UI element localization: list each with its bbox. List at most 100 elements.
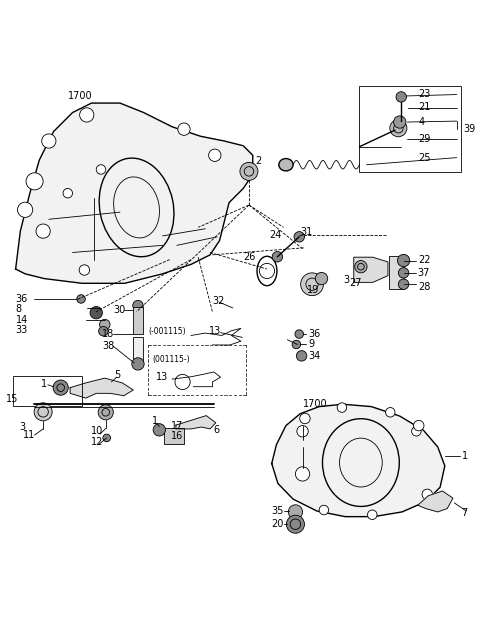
Text: 10: 10 xyxy=(91,426,103,436)
Polygon shape xyxy=(272,404,445,517)
Circle shape xyxy=(397,254,410,266)
Circle shape xyxy=(209,149,221,161)
Text: 27: 27 xyxy=(349,278,362,288)
Circle shape xyxy=(315,272,328,285)
Text: 23: 23 xyxy=(419,89,431,99)
Circle shape xyxy=(300,273,324,296)
Circle shape xyxy=(133,301,143,311)
Circle shape xyxy=(272,251,283,262)
Circle shape xyxy=(297,425,308,437)
Bar xyxy=(389,256,404,289)
Circle shape xyxy=(287,515,304,533)
Text: (-001115): (-001115) xyxy=(148,327,186,335)
Circle shape xyxy=(34,403,52,421)
Text: 18: 18 xyxy=(102,329,115,339)
Text: (001115-): (001115-) xyxy=(152,354,190,364)
Text: 25: 25 xyxy=(419,153,431,163)
Text: 1700: 1700 xyxy=(68,91,93,101)
Polygon shape xyxy=(418,491,453,512)
Text: 38: 38 xyxy=(102,341,115,351)
Text: 13: 13 xyxy=(156,372,168,382)
Circle shape xyxy=(292,340,300,349)
Text: 5: 5 xyxy=(114,370,120,380)
Text: 33: 33 xyxy=(16,325,28,335)
Text: 29: 29 xyxy=(419,134,431,144)
Text: 2: 2 xyxy=(255,156,262,166)
Text: 1: 1 xyxy=(462,451,468,461)
Circle shape xyxy=(132,358,144,370)
Bar xyxy=(133,306,143,334)
Text: 34: 34 xyxy=(309,351,321,361)
Bar xyxy=(133,337,143,361)
Text: 4: 4 xyxy=(419,117,425,127)
Text: 9: 9 xyxy=(309,339,315,349)
Text: 35: 35 xyxy=(272,506,284,516)
Text: 36: 36 xyxy=(309,329,321,339)
Text: 3: 3 xyxy=(343,275,349,285)
Circle shape xyxy=(300,413,310,423)
Circle shape xyxy=(90,306,102,319)
Text: 24: 24 xyxy=(269,230,282,240)
Circle shape xyxy=(53,380,68,395)
Circle shape xyxy=(385,408,395,417)
Text: 21: 21 xyxy=(419,103,431,112)
Circle shape xyxy=(295,467,310,481)
Circle shape xyxy=(296,351,307,361)
Circle shape xyxy=(63,189,72,198)
Text: 6: 6 xyxy=(214,425,220,436)
Text: 3: 3 xyxy=(19,422,25,432)
Circle shape xyxy=(390,120,407,137)
Circle shape xyxy=(295,330,303,338)
Circle shape xyxy=(153,423,166,436)
Circle shape xyxy=(26,173,43,190)
Bar xyxy=(13,376,82,406)
Text: 32: 32 xyxy=(213,296,225,306)
Polygon shape xyxy=(70,378,133,398)
Circle shape xyxy=(368,510,377,520)
Bar xyxy=(164,429,184,444)
Text: 26: 26 xyxy=(243,252,256,262)
Text: 17: 17 xyxy=(171,421,183,431)
Text: 15: 15 xyxy=(6,394,19,404)
Text: 28: 28 xyxy=(418,282,430,292)
Text: 13: 13 xyxy=(209,326,221,336)
Circle shape xyxy=(77,295,85,303)
Circle shape xyxy=(42,134,56,148)
Circle shape xyxy=(396,92,407,102)
Polygon shape xyxy=(176,416,216,429)
Text: 39: 39 xyxy=(464,124,476,134)
Circle shape xyxy=(36,224,50,238)
Text: 11: 11 xyxy=(23,430,35,440)
Polygon shape xyxy=(16,103,253,284)
Circle shape xyxy=(337,403,347,412)
Text: 30: 30 xyxy=(114,305,126,315)
Circle shape xyxy=(319,505,329,515)
Text: 1: 1 xyxy=(152,417,158,426)
Circle shape xyxy=(103,434,110,442)
Text: 16: 16 xyxy=(171,431,183,441)
Text: 31: 31 xyxy=(300,227,312,237)
Circle shape xyxy=(422,489,432,499)
Circle shape xyxy=(412,427,421,436)
Text: 20: 20 xyxy=(272,519,284,529)
Text: 8: 8 xyxy=(16,304,22,315)
Circle shape xyxy=(98,404,113,420)
Circle shape xyxy=(398,279,409,289)
Text: 22: 22 xyxy=(418,255,430,265)
Circle shape xyxy=(394,116,406,128)
Bar xyxy=(360,87,461,172)
Circle shape xyxy=(240,162,258,180)
Circle shape xyxy=(96,165,106,174)
Text: 1: 1 xyxy=(41,379,47,389)
Text: 37: 37 xyxy=(418,268,430,279)
Ellipse shape xyxy=(279,159,293,171)
Text: 7: 7 xyxy=(461,508,468,518)
Text: 36: 36 xyxy=(16,294,28,304)
Circle shape xyxy=(398,268,409,278)
Circle shape xyxy=(178,123,190,135)
Polygon shape xyxy=(354,257,388,282)
Circle shape xyxy=(99,319,110,330)
Circle shape xyxy=(414,420,424,431)
Text: 14: 14 xyxy=(16,315,28,325)
Circle shape xyxy=(98,327,108,336)
